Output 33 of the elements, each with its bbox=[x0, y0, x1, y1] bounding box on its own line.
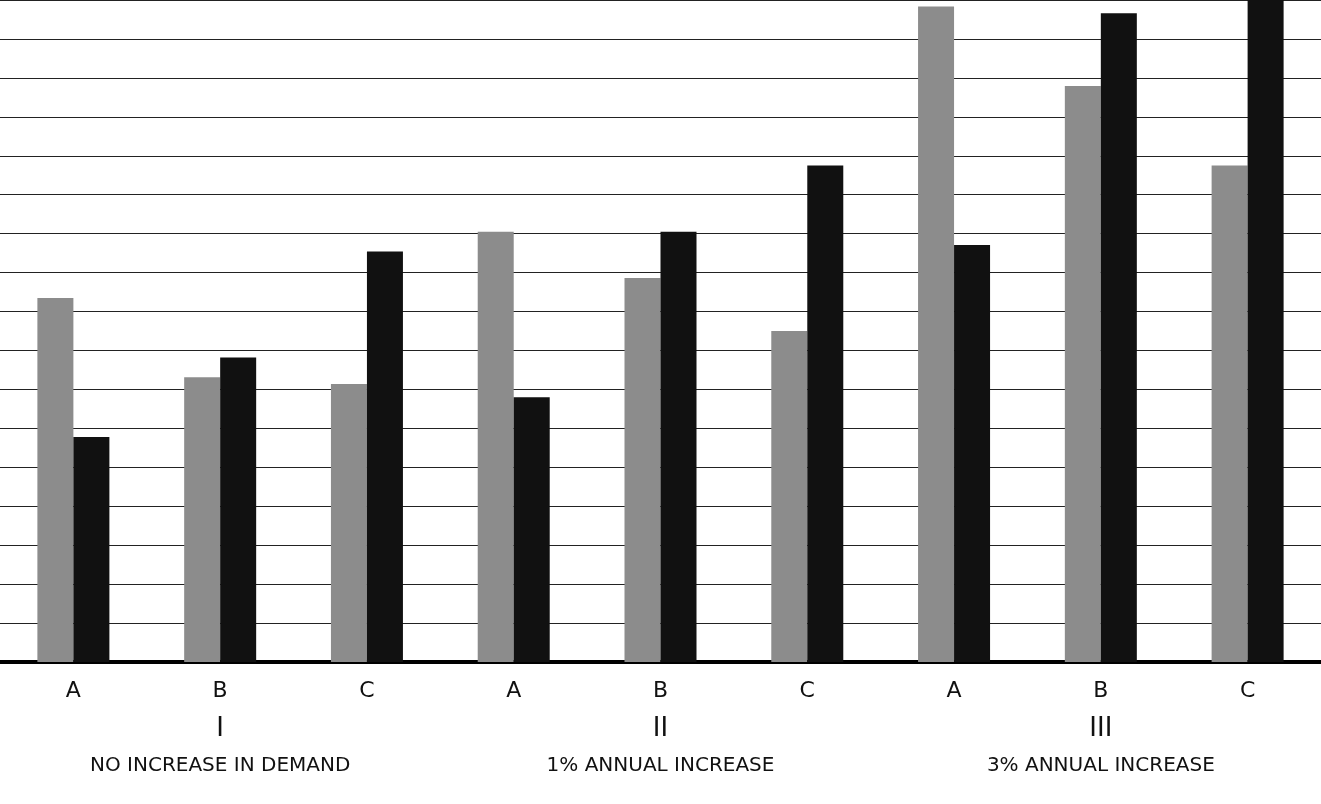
x-tick-label: C bbox=[359, 676, 375, 702]
text: III bbox=[1089, 712, 1113, 742]
bar bbox=[1247, 0, 1284, 662]
bar bbox=[660, 231, 697, 662]
x-tick-label: B bbox=[212, 676, 228, 702]
bar bbox=[807, 165, 844, 662]
bar bbox=[1100, 13, 1137, 662]
text: 1% ANNUAL INCREASE bbox=[546, 752, 775, 776]
bar bbox=[918, 6, 955, 662]
text: I bbox=[216, 712, 224, 742]
bar bbox=[330, 383, 367, 662]
bar bbox=[624, 278, 661, 662]
bar bbox=[477, 231, 514, 662]
x-tick-label: A bbox=[65, 676, 81, 702]
x-tick-label: C bbox=[1239, 676, 1256, 702]
text: NO INCREASE IN DEMAND bbox=[89, 752, 351, 776]
bar bbox=[184, 377, 221, 662]
x-tick-label: A bbox=[506, 676, 522, 702]
bar bbox=[73, 436, 110, 662]
bar bbox=[220, 357, 257, 662]
text: 3% ANNUAL INCREASE bbox=[986, 752, 1215, 776]
bar bbox=[1211, 165, 1248, 662]
x-tick-label: B bbox=[1093, 676, 1109, 702]
text: II bbox=[652, 712, 669, 742]
x-tick-label: A bbox=[946, 676, 962, 702]
x-tick-label: B bbox=[652, 676, 669, 702]
bar bbox=[513, 397, 550, 662]
bar bbox=[37, 297, 74, 662]
bar bbox=[771, 331, 808, 662]
bar bbox=[954, 244, 991, 662]
bar bbox=[1064, 86, 1101, 662]
bar bbox=[366, 251, 403, 662]
x-tick-label: C bbox=[799, 676, 815, 702]
